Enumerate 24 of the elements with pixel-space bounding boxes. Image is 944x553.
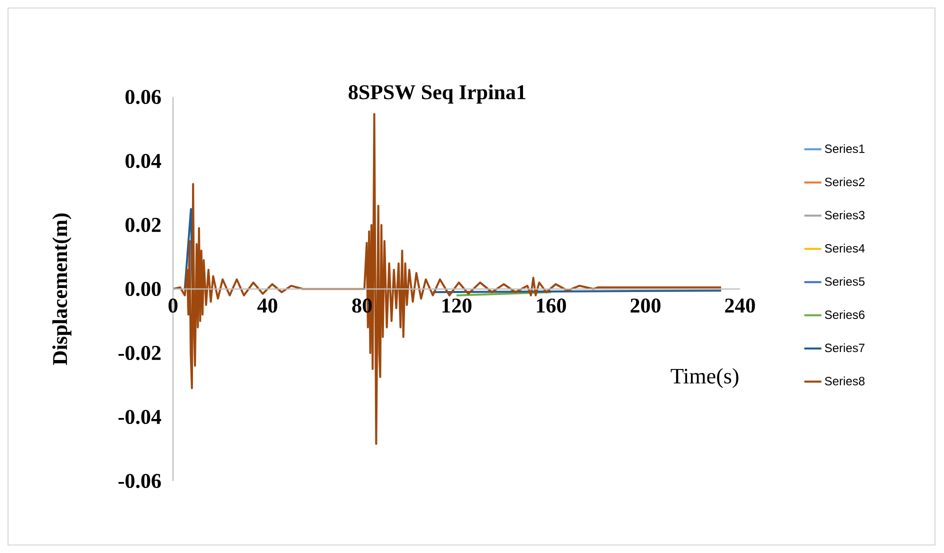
x-tick-label: 120 — [442, 298, 472, 313]
chart-title: 8SPSW Seq Irpina1 — [348, 84, 526, 104]
y-tick-label: 0.02 — [126, 218, 161, 232]
x-tick-label: 200 — [630, 298, 660, 313]
y-tick-label: -0.02 — [118, 346, 161, 360]
y-tick-label: 0.06 — [126, 90, 161, 104]
legend-label: Series1 — [824, 144, 864, 153]
y-tick-label: 0.00 — [126, 282, 161, 296]
legend-label: Series3 — [824, 210, 865, 220]
legend-label: Series5 — [824, 276, 865, 286]
x-tick-label: 40 — [257, 298, 278, 313]
legend-label: Series4 — [824, 244, 865, 253]
legend-label: Series2 — [824, 177, 864, 186]
y-tick-label: -0.04 — [118, 410, 162, 424]
x-tick-label: 0 — [168, 298, 178, 313]
legend-label: Series6 — [824, 310, 865, 319]
x-tick-label: 160 — [536, 298, 566, 313]
y-axis-title: Displacement(m) — [52, 214, 72, 366]
x-axis-title: Time(s) — [670, 368, 738, 388]
legend-label: Series7 — [824, 343, 864, 352]
y-tick-label: 0.04 — [126, 154, 162, 168]
y-tick-label: -0.06 — [118, 474, 161, 488]
x-tick-label: 240 — [725, 298, 755, 313]
legend-label: Series8 — [824, 376, 865, 386]
